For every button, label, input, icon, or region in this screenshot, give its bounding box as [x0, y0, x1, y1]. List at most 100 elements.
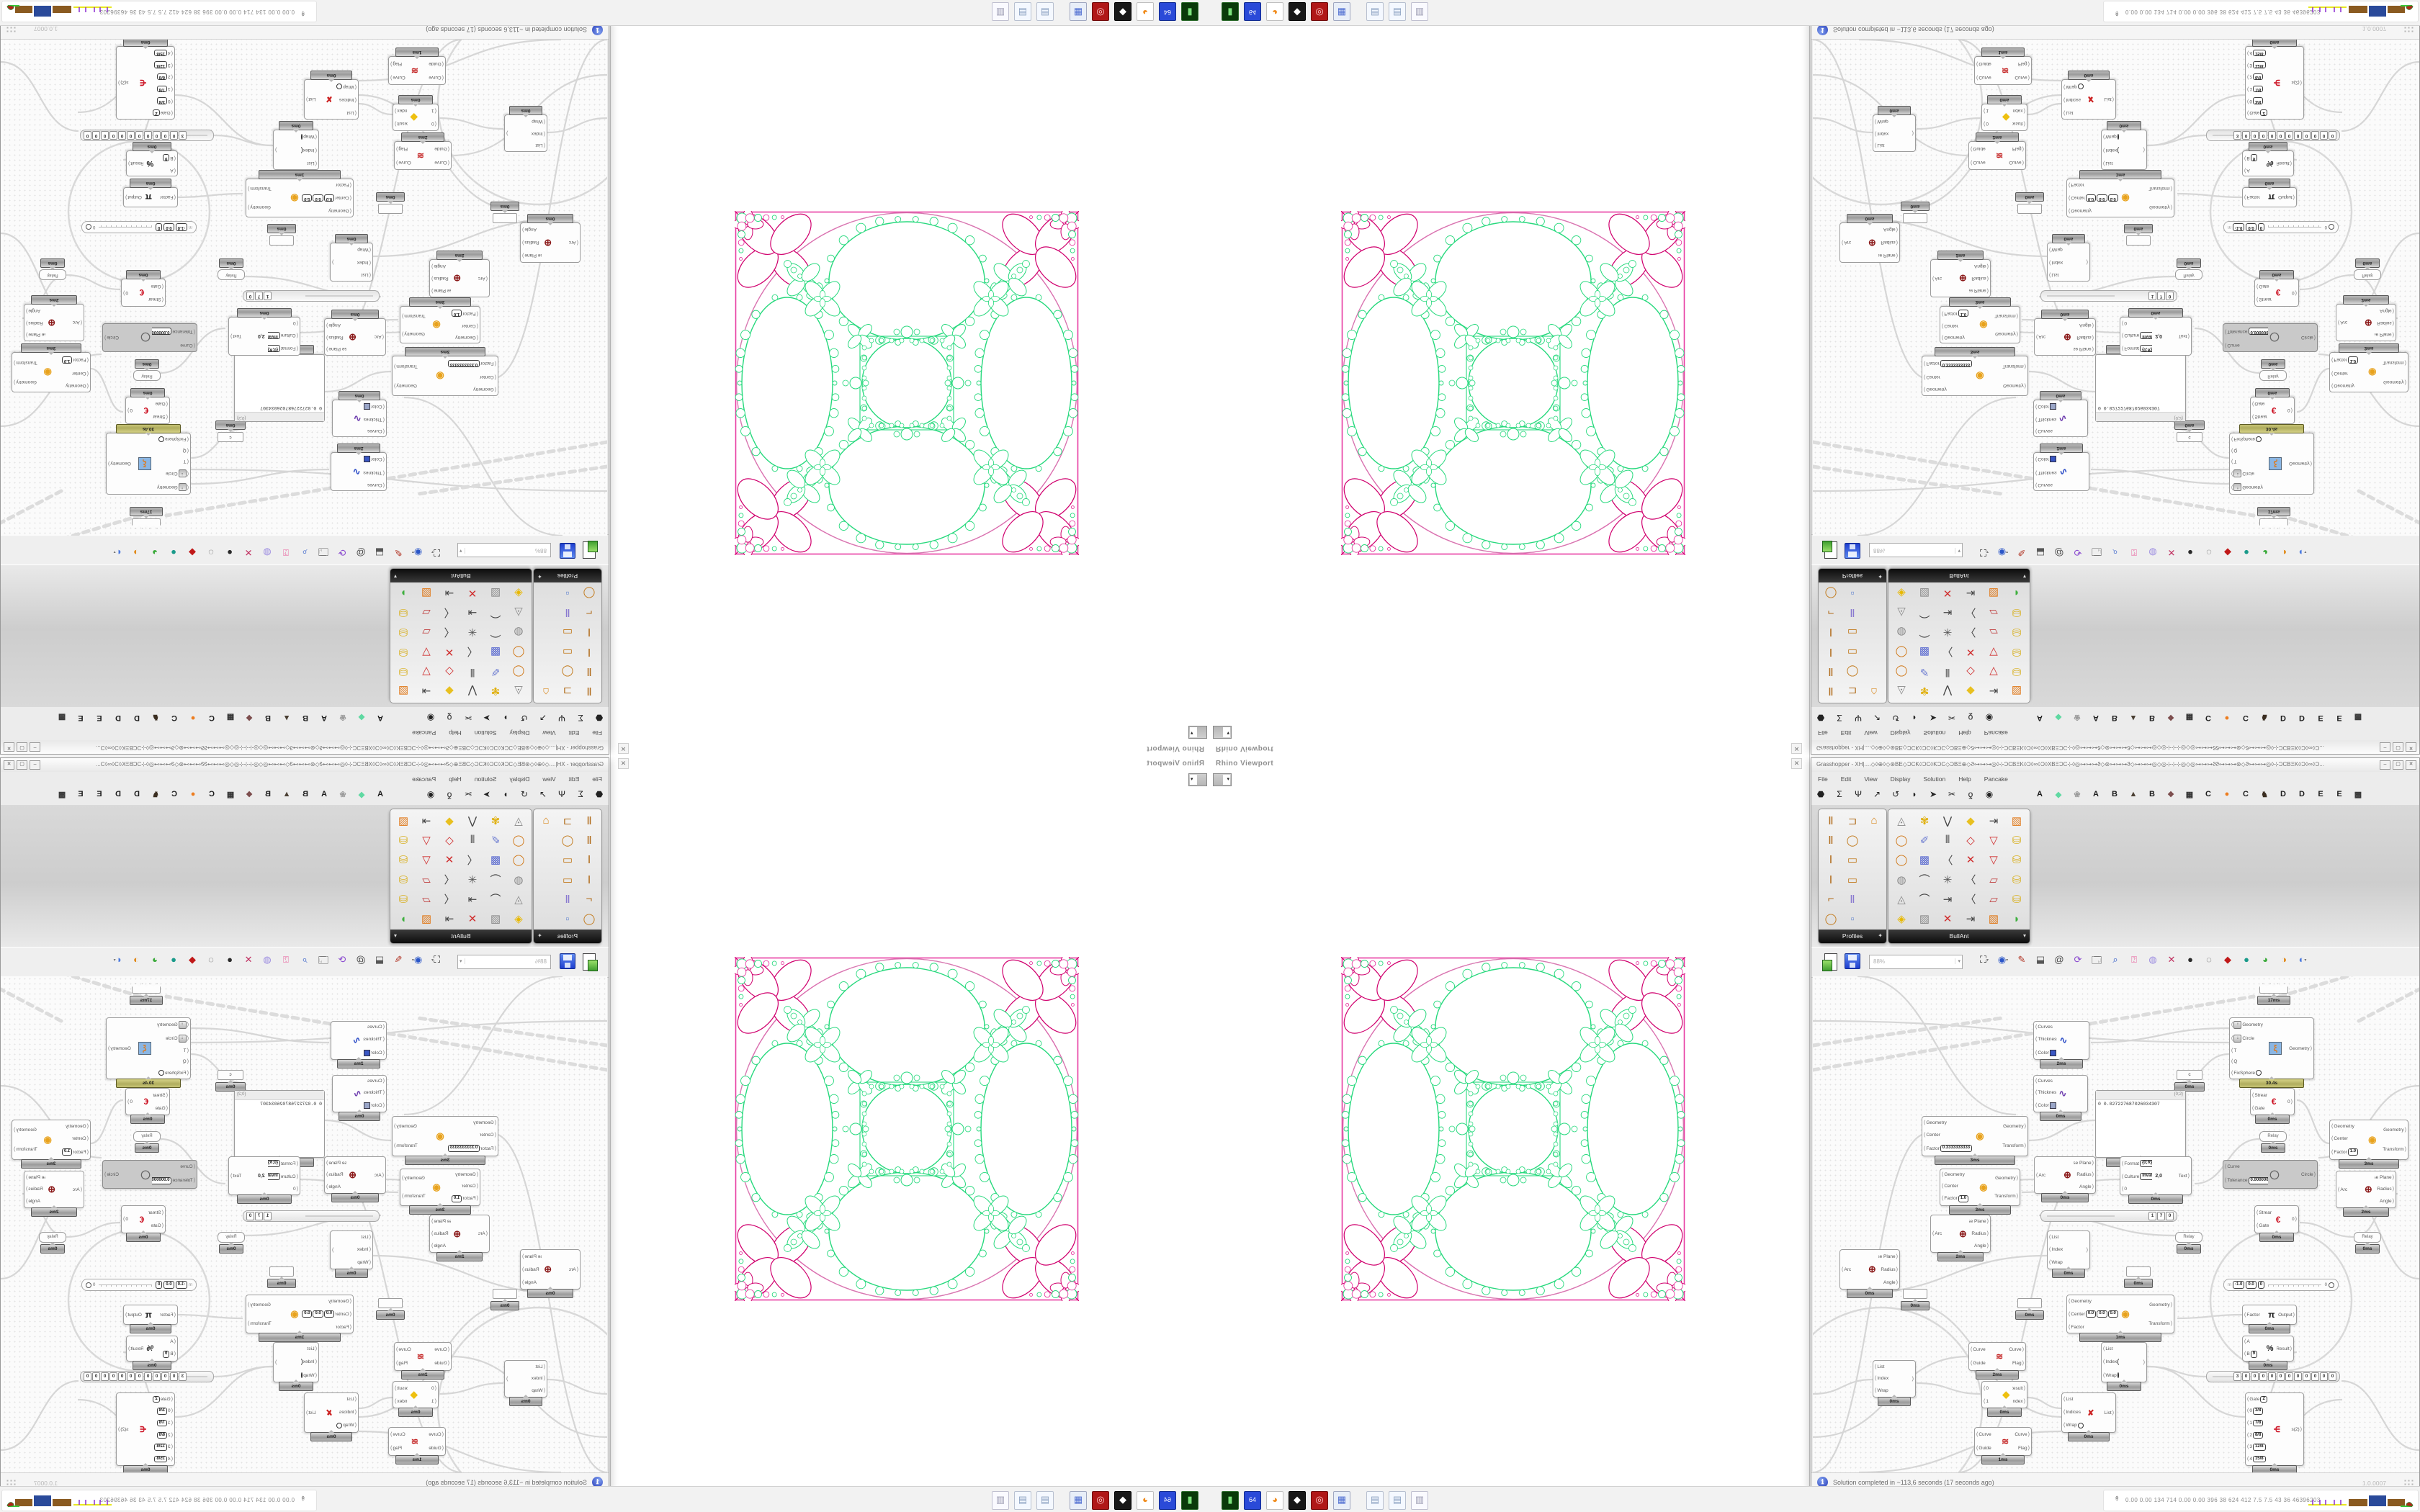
- gh-node[interactable]: GeometryCenterFactor1.0◉GeometryTransfor…: [12, 1120, 91, 1169]
- output-param[interactable]: Flag: [2012, 146, 2024, 151]
- plugin-tab-icon[interactable]: B: [2112, 714, 2118, 722]
- color-swatch[interactable]: [364, 456, 371, 463]
- param-value[interactable]: 8: [300, 146, 302, 154]
- input-param[interactable]: 28/8: [150, 1431, 173, 1439]
- input-param[interactable]: Gate: [153, 1106, 168, 1111]
- plugin-tab-icon[interactable]: E: [78, 790, 84, 798]
- component-icon[interactable]: ▫: [565, 587, 570, 600]
- plugin-tab-icon[interactable]: D: [134, 790, 140, 798]
- component-icon[interactable]: ◗: [2013, 587, 2020, 600]
- plugin-tab-icon[interactable]: A: [377, 714, 383, 722]
- output-param[interactable]: Base Plane: [522, 253, 541, 258]
- gh-node[interactable]: 17ms: [2257, 507, 2290, 528]
- output-param[interactable]: Curve: [396, 160, 411, 165]
- component-icon[interactable]: ⦀: [470, 834, 475, 847]
- plugin-tab-icon[interactable]: A: [2037, 714, 2043, 722]
- gh-node[interactable]: 0ms: [267, 1266, 296, 1288]
- taskbar-app-icon[interactable]: ◕: [1137, 2, 1154, 21]
- component-icon[interactable]: ⌒: [1919, 625, 1930, 638]
- component-icon[interactable]: ⇥: [1989, 685, 1999, 698]
- gh-node[interactable]: Format{0;R}CultureInvariant02,0Text0ms: [2120, 308, 2192, 356]
- output-param[interactable]: Angle: [1883, 1280, 1898, 1285]
- input-param[interactable]: 1: [1984, 109, 1999, 114]
- input-param[interactable]: 03/8: [150, 1408, 173, 1415]
- component-icon[interactable]: ⇥: [467, 893, 478, 906]
- output-param[interactable]: Geometry: [2003, 383, 2026, 388]
- output-param[interactable]: 0: [127, 1099, 133, 1104]
- toolbar-icon[interactable]: ◌: [208, 954, 214, 965]
- input-param[interactable]: Center: [1942, 323, 1977, 328]
- param-updown-button[interactable]: ↓: [2233, 1035, 2242, 1043]
- gh-node[interactable]: CurvesThickness1.0Color∿2ms: [2033, 444, 2089, 491]
- input-param[interactable]: Curve: [2225, 343, 2268, 348]
- category-tab-icon[interactable]: Ψ: [1854, 789, 1863, 799]
- input-param[interactable]: Center: [2331, 371, 2366, 376]
- gh-node[interactable]: 0ms: [2124, 224, 2153, 246]
- gh-node[interactable]: CurvesThickness1.0Color∿0ms: [2033, 1075, 2088, 1121]
- taskbar-app-icon[interactable]: ▦: [1070, 2, 1087, 21]
- toggle-ring-icon[interactable]: [300, 133, 303, 140]
- component-icon[interactable]: ◬: [1897, 685, 1906, 698]
- output-param[interactable]: Flag: [2018, 61, 2030, 66]
- input-param[interactable]: CultureInvariant: [267, 332, 298, 339]
- output-param[interactable]: Result: [2012, 122, 2025, 127]
- minimize-icon[interactable]: –: [2380, 760, 2390, 770]
- toolbar-icon[interactable]: ⬓: [2035, 547, 2045, 558]
- palette-title[interactable]: Profiles ✦: [534, 930, 601, 943]
- component-icon[interactable]: ◯: [1895, 665, 1908, 678]
- param-value[interactable]: 1.0: [61, 1148, 73, 1156]
- input-param[interactable]: Gate: [148, 284, 163, 289]
- toggle-ring-icon[interactable]: [158, 1070, 165, 1076]
- param-value[interactable]: 7/8: [2252, 1419, 2264, 1427]
- gh-node[interactable]: GeometryCenter0.00.00.0◉Factor◉GeometryT…: [2066, 170, 2174, 217]
- gh-node[interactable]: 0ms: [2015, 192, 2044, 214]
- param-coord-value[interactable]: 0.0: [302, 194, 313, 202]
- category-tab-icon[interactable]: ↺: [520, 713, 529, 723]
- md-knob[interactable]: [2329, 1282, 2334, 1288]
- md-knob[interactable]: [86, 1282, 91, 1288]
- input-param[interactable]: Gate: [2252, 402, 2267, 407]
- param-value[interactable]: 3/8: [2252, 1408, 2264, 1415]
- menu-item-solution[interactable]: Solution: [1923, 775, 1946, 783]
- component-icon[interactable]: ◗: [400, 587, 407, 600]
- gh-node[interactable]: 17ms: [2257, 984, 2290, 1005]
- component-icon[interactable]: 〈: [444, 606, 455, 618]
- component-icon[interactable]: ▭: [1847, 854, 1858, 867]
- output-param[interactable]: Transform: [394, 1143, 417, 1148]
- plugin-tab-icon[interactable]: ❖: [246, 790, 253, 799]
- input-param[interactable]: Geometry: [2331, 383, 2366, 388]
- category-tab-icon[interactable]: ◗: [503, 713, 508, 723]
- output-param[interactable]: Flag: [396, 146, 408, 151]
- output-param[interactable]: List: [306, 97, 315, 102]
- output-param[interactable]: [332, 260, 334, 265]
- category-tab-icon[interactable]: ◉: [426, 789, 435, 799]
- input-param[interactable]: List: [2103, 161, 2119, 166]
- input-param[interactable]: Wrap: [336, 1422, 357, 1428]
- component-icon[interactable]: ⛁: [398, 626, 408, 639]
- input-param[interactable]: Thickness1.0: [2035, 1089, 2056, 1097]
- toolbar-icon[interactable]: ◐▾: [2298, 954, 2307, 965]
- taskbar-app-icon[interactable]: ▦: [1070, 1491, 1087, 1510]
- component-icon[interactable]: ▱: [422, 893, 431, 906]
- input-param[interactable]: Guide: [427, 1361, 449, 1366]
- input-param[interactable]: Arc: [2338, 1187, 2362, 1192]
- gh-node[interactable]: c 0ms: [2174, 420, 2205, 442]
- toolbar-icon[interactable]: ●: [2244, 954, 2249, 965]
- input-param[interactable]: Curve: [1971, 160, 1993, 165]
- toolbar-icon[interactable]: ⛶▾: [1979, 954, 1989, 965]
- toolbar-icon[interactable]: ◑: [133, 547, 139, 558]
- output-param[interactable]: Base Plane: [2074, 346, 2094, 351]
- input-param[interactable]: Guide: [1971, 146, 1993, 151]
- input-param[interactable]: IndexN▶: [357, 1247, 371, 1252]
- toolbar-icon[interactable]: 🗔: [2091, 546, 2102, 557]
- output-param[interactable]: Geometry: [2149, 205, 2172, 210]
- component-icon[interactable]: ✐: [1919, 665, 1930, 678]
- plugin-tab-icon[interactable]: ▦: [226, 790, 235, 799]
- component-icon[interactable]: Ⅱ: [586, 685, 592, 698]
- input-param[interactable]: List: [336, 1397, 357, 1402]
- component-icon[interactable]: ⇥: [421, 685, 431, 698]
- input-param[interactable]: 0: [421, 122, 436, 127]
- input-param[interactable]: Curve: [2225, 1164, 2268, 1169]
- toggle-ring-icon[interactable]: [2077, 84, 2084, 90]
